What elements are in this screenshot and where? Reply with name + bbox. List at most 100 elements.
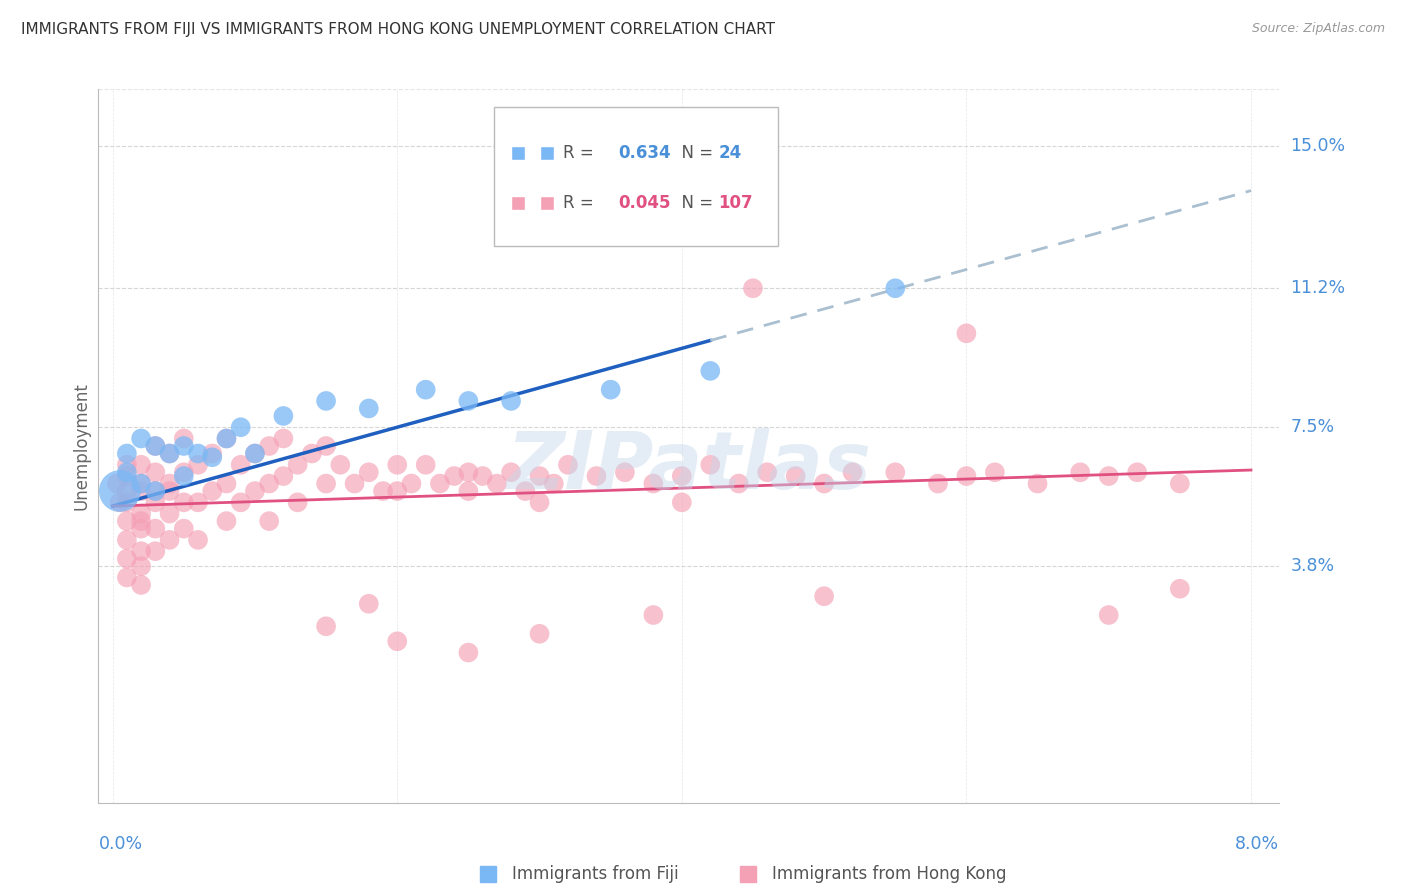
Point	[1098, 469, 1121, 483]
Point	[287, 495, 309, 509]
Point	[229, 420, 252, 434]
Point	[273, 409, 295, 423]
Text: 15.0%: 15.0%	[1291, 136, 1346, 154]
Point	[129, 514, 152, 528]
Point	[443, 469, 465, 483]
Point	[401, 476, 423, 491]
Point	[273, 432, 295, 446]
Text: 11.2%: 11.2%	[1291, 279, 1346, 297]
Point	[115, 465, 138, 479]
Point	[529, 495, 551, 509]
Point	[813, 476, 835, 491]
Point	[1069, 465, 1091, 479]
Point	[243, 446, 266, 460]
Point	[159, 446, 181, 460]
Point	[187, 533, 209, 547]
Point	[173, 439, 195, 453]
Point	[129, 544, 152, 558]
Point	[742, 281, 765, 295]
Point	[129, 458, 152, 472]
Point	[129, 484, 152, 499]
Point	[599, 383, 621, 397]
Point	[485, 476, 508, 491]
Text: 8.0%: 8.0%	[1236, 835, 1279, 853]
Point	[927, 476, 949, 491]
Point	[671, 495, 693, 509]
Point	[529, 627, 551, 641]
Point	[159, 446, 181, 460]
Point	[699, 364, 721, 378]
Point	[159, 533, 181, 547]
Point	[515, 484, 537, 499]
Point	[257, 439, 280, 453]
Point	[129, 476, 152, 491]
Point	[671, 469, 693, 483]
Point	[1026, 476, 1049, 491]
Point	[315, 393, 337, 408]
Point	[159, 507, 181, 521]
Point	[173, 469, 195, 483]
Point	[429, 476, 451, 491]
Point	[585, 469, 607, 483]
Point	[201, 450, 224, 465]
Point	[727, 476, 749, 491]
Point	[215, 432, 238, 446]
Point	[841, 465, 863, 479]
Text: ZIPatlas: ZIPatlas	[506, 428, 872, 507]
Point	[215, 432, 238, 446]
Point	[955, 469, 977, 483]
Text: 0.045: 0.045	[619, 194, 671, 212]
Point	[457, 646, 479, 660]
Point	[159, 484, 181, 499]
Point	[143, 484, 166, 499]
Point	[173, 465, 195, 479]
Y-axis label: Unemployment: Unemployment	[72, 382, 90, 510]
Point	[108, 495, 131, 509]
Point	[143, 439, 166, 453]
Point	[813, 589, 835, 603]
Point	[301, 446, 323, 460]
Point	[115, 469, 138, 483]
Point	[643, 476, 665, 491]
Point	[129, 522, 152, 536]
Point	[173, 495, 195, 509]
Text: 24: 24	[718, 145, 742, 162]
Point	[115, 570, 138, 584]
Point	[357, 597, 380, 611]
Point	[415, 458, 437, 472]
Point	[499, 393, 522, 408]
Point	[357, 465, 380, 479]
FancyBboxPatch shape	[494, 107, 778, 246]
Point	[1168, 476, 1191, 491]
Point	[215, 514, 238, 528]
Point	[187, 458, 209, 472]
Point	[129, 578, 152, 592]
Text: Source: ZipAtlas.com: Source: ZipAtlas.com	[1251, 22, 1385, 36]
Point	[187, 495, 209, 509]
Point	[129, 476, 152, 491]
Point	[257, 476, 280, 491]
Point	[387, 634, 409, 648]
Point	[457, 465, 479, 479]
Point	[1168, 582, 1191, 596]
Point	[884, 281, 907, 295]
Point	[115, 458, 138, 472]
Text: N =: N =	[671, 194, 718, 212]
Point	[315, 476, 337, 491]
Point	[471, 469, 494, 483]
Point	[159, 476, 181, 491]
Point	[315, 439, 337, 453]
Text: IMMIGRANTS FROM FIJI VS IMMIGRANTS FROM HONG KONG UNEMPLOYMENT CORRELATION CHART: IMMIGRANTS FROM FIJI VS IMMIGRANTS FROM …	[21, 22, 775, 37]
Text: Immigrants from Fiji: Immigrants from Fiji	[512, 865, 679, 883]
Text: R =: R =	[562, 194, 599, 212]
Point	[115, 495, 138, 509]
Point	[215, 476, 238, 491]
Point	[115, 484, 138, 499]
Point	[457, 393, 479, 408]
Point	[105, 476, 128, 491]
Text: 0.0%: 0.0%	[98, 835, 142, 853]
Point	[115, 514, 138, 528]
Point	[315, 619, 337, 633]
Point	[371, 484, 394, 499]
Point	[115, 533, 138, 547]
